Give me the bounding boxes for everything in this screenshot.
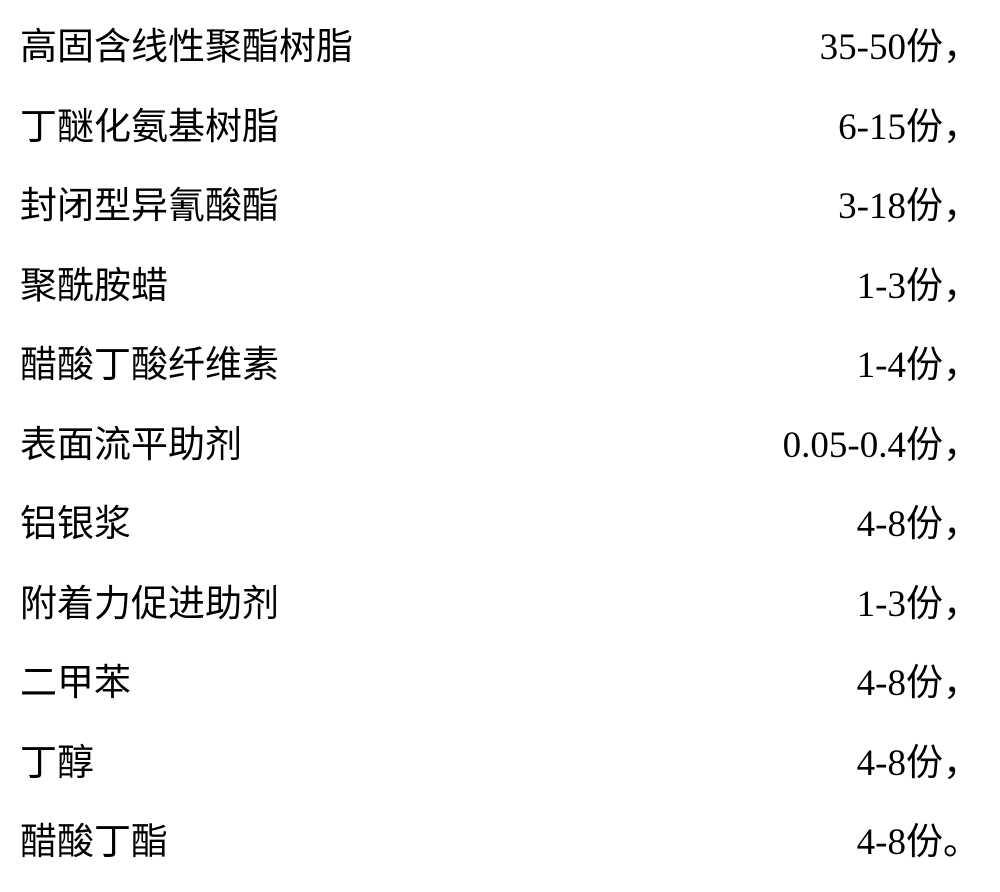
ingredient-row: 表面流平助剂 0.05-0.4份， — [20, 406, 980, 486]
ingredient-amount: 3-18份， — [838, 167, 980, 247]
ingredient-row: 附着力促进助剂 1-3份， — [20, 565, 980, 645]
ingredient-name: 聚酰胺蜡 — [20, 247, 168, 327]
ingredient-amount: 4-8份， — [857, 644, 980, 724]
ingredient-row: 铝银浆 4-8份， — [20, 485, 980, 565]
ingredient-name: 封闭型异氰酸酯 — [20, 167, 279, 247]
ingredient-row: 高固含线性聚酯树脂 35-50份， — [20, 8, 980, 88]
ingredient-amount: 1-3份， — [857, 565, 980, 645]
ingredient-row: 二甲苯 4-8份， — [20, 644, 980, 724]
ingredient-amount: 1-4份， — [857, 326, 980, 406]
ingredient-amount: 4-8份， — [857, 724, 980, 804]
ingredient-name: 二甲苯 — [20, 644, 131, 724]
ingredient-amount: 4-8份。 — [857, 803, 980, 883]
ingredient-name: 醋酸丁酸纤维素 — [20, 326, 279, 406]
ingredient-name: 丁醚化氨基树脂 — [20, 88, 279, 168]
ingredient-name: 附着力促进助剂 — [20, 565, 279, 645]
ingredient-name: 丁醇 — [20, 724, 94, 804]
ingredient-amount: 4-8份， — [857, 485, 980, 565]
ingredient-name: 铝银浆 — [20, 485, 131, 565]
ingredient-row: 醋酸丁酸纤维素 1-4份， — [20, 326, 980, 406]
ingredient-name: 高固含线性聚酯树脂 — [20, 8, 353, 88]
ingredient-row: 封闭型异氰酸酯 3-18份， — [20, 167, 980, 247]
ingredient-row: 丁醇 4-8份， — [20, 724, 980, 804]
ingredient-row: 丁醚化氨基树脂 6-15份， — [20, 88, 980, 168]
ingredient-row: 醋酸丁酯 4-8份。 — [20, 803, 980, 883]
ingredient-name: 醋酸丁酯 — [20, 803, 168, 883]
ingredient-amount: 6-15份， — [838, 88, 980, 168]
ingredient-amount: 35-50份， — [820, 8, 980, 88]
ingredient-row: 聚酰胺蜡 1-3份， — [20, 247, 980, 327]
ingredient-amount: 0.05-0.4份， — [783, 406, 980, 486]
ingredient-amount: 1-3份， — [857, 247, 980, 327]
ingredient-name: 表面流平助剂 — [20, 406, 242, 486]
ingredient-table: 高固含线性聚酯树脂 35-50份， 丁醚化氨基树脂 6-15份， 封闭型异氰酸酯… — [20, 8, 980, 883]
